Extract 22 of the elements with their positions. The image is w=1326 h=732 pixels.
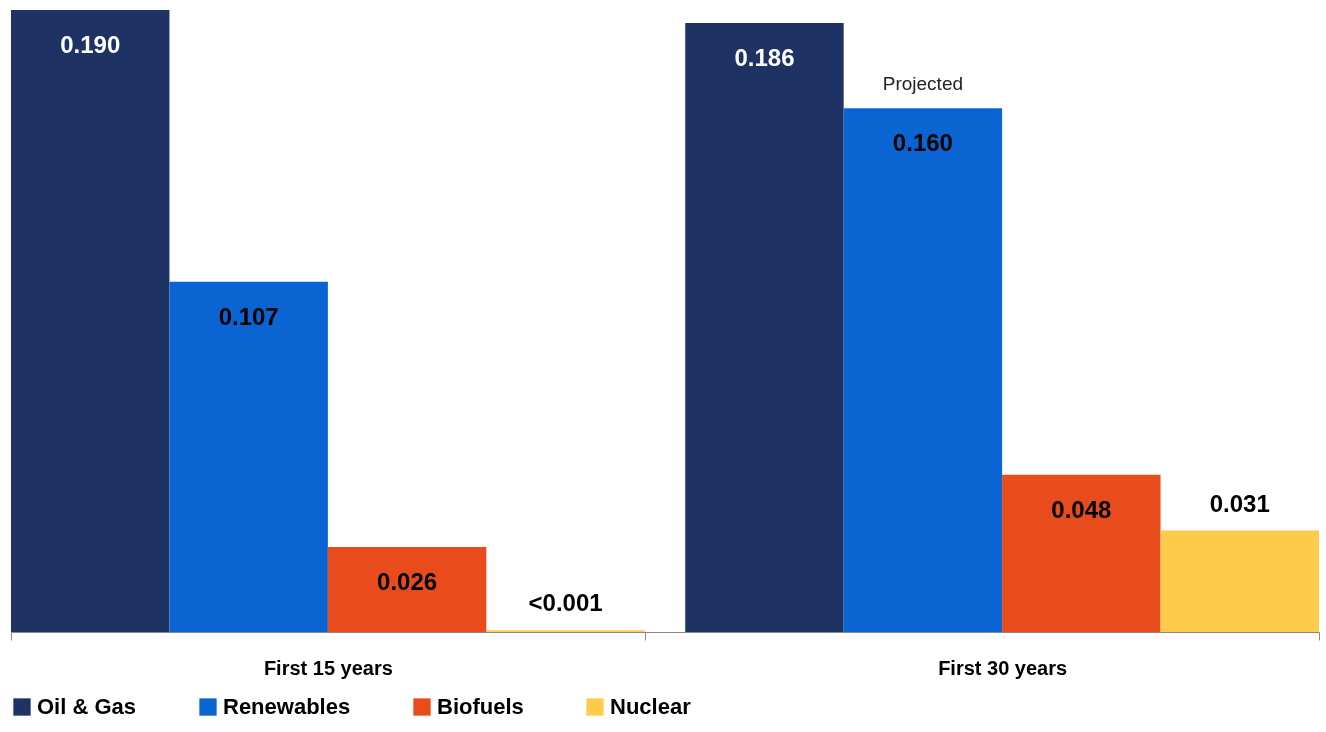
data-label: 0.026 bbox=[377, 567, 438, 595]
bar bbox=[11, 10, 170, 632]
x-tick-label: First 30 years bbox=[938, 656, 1068, 679]
legend-label: Biofuels bbox=[437, 694, 524, 719]
data-label: 0.190 bbox=[60, 31, 121, 58]
data-label: 0.160 bbox=[892, 129, 953, 157]
bar bbox=[1002, 474, 1161, 632]
x-tick-label: First 15 years bbox=[263, 656, 393, 679]
annotation: Projected bbox=[882, 73, 964, 95]
bar bbox=[685, 23, 844, 632]
bar bbox=[843, 108, 1003, 632]
data-label: <0.001 bbox=[528, 589, 603, 617]
bar bbox=[327, 546, 487, 632]
bar bbox=[1160, 530, 1319, 632]
data-label: 0.031 bbox=[1209, 489, 1270, 517]
legend-label: Renewables bbox=[223, 694, 351, 719]
legend-label: Nuclear bbox=[610, 694, 692, 719]
legend-label: Oil & Gas bbox=[37, 694, 137, 719]
data-label: 0.107 bbox=[218, 302, 279, 330]
bar bbox=[169, 281, 328, 632]
data-label: 0.186 bbox=[734, 44, 795, 72]
data-label: 0.048 bbox=[1051, 495, 1112, 523]
